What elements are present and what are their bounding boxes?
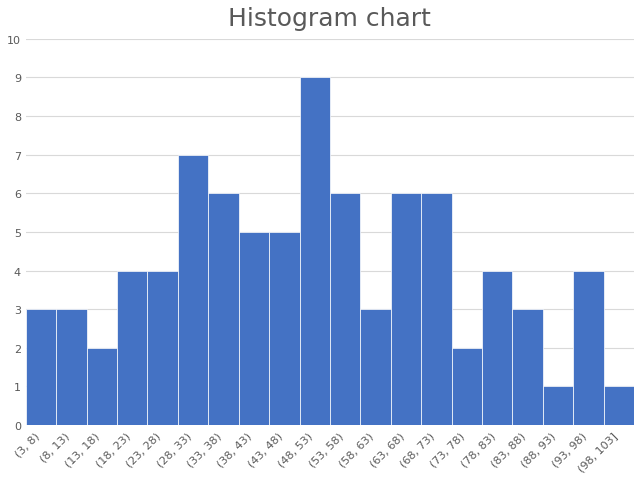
Bar: [360, 310, 391, 425]
Bar: [208, 194, 238, 425]
Bar: [87, 348, 117, 425]
Bar: [573, 271, 604, 425]
Bar: [269, 232, 299, 425]
Bar: [482, 271, 512, 425]
Bar: [330, 194, 360, 425]
Bar: [512, 310, 543, 425]
Bar: [56, 310, 87, 425]
Bar: [391, 194, 421, 425]
Bar: [117, 271, 147, 425]
Bar: [451, 348, 482, 425]
Bar: [299, 78, 330, 425]
Bar: [147, 271, 178, 425]
Bar: [178, 156, 208, 425]
Bar: [543, 386, 573, 425]
Bar: [26, 310, 56, 425]
Bar: [238, 232, 269, 425]
Title: Histogram chart: Histogram chart: [228, 7, 431, 31]
Bar: [421, 194, 451, 425]
Bar: [604, 386, 634, 425]
